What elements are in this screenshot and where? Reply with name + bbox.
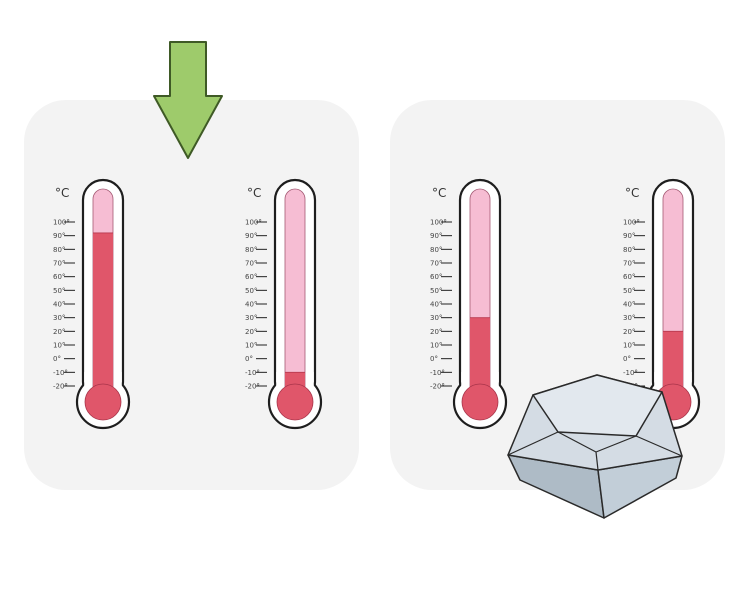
tick-label: 20° — [245, 328, 257, 336]
tick-label: 40° — [430, 301, 442, 309]
tick-label: 20° — [623, 328, 635, 336]
tick-label: 10° — [430, 342, 442, 350]
tick-label: 20° — [53, 328, 65, 336]
tick-label: 0° — [430, 355, 438, 363]
tick-label: 10° — [53, 342, 65, 350]
tick-label: 20° — [430, 328, 442, 336]
tick-label: 30° — [245, 314, 257, 322]
tick-label: 0° — [245, 355, 253, 363]
tick-label: 30° — [53, 314, 65, 322]
unit-label: °C — [625, 186, 639, 200]
tick-label: 50° — [53, 287, 65, 295]
tick-label: 80° — [245, 246, 257, 254]
tick-label: 0° — [623, 355, 631, 363]
tick-label: 90° — [430, 232, 442, 240]
thermometer-liquid — [93, 233, 113, 402]
unit-label: °C — [247, 186, 261, 200]
thermometer-bulb — [85, 384, 121, 420]
tick-label: 50° — [623, 287, 635, 295]
tick-label: 80° — [430, 246, 442, 254]
tick-label: 30° — [430, 314, 442, 322]
tick-label: 90° — [53, 232, 65, 240]
tick-label: 40° — [245, 301, 257, 309]
tick-label: 40° — [53, 301, 65, 309]
tick-label: 0° — [53, 355, 61, 363]
tick-label: 60° — [245, 273, 257, 281]
tick-label: 30° — [623, 314, 635, 322]
unit-label: °C — [55, 186, 69, 200]
thermometer-bulb — [277, 384, 313, 420]
thermometer-bulb — [462, 384, 498, 420]
tick-label: 10° — [245, 342, 257, 350]
tick-label: 50° — [430, 287, 442, 295]
tick-label: 70° — [623, 260, 635, 268]
tick-label: 60° — [53, 273, 65, 281]
thermometer-tube — [285, 189, 305, 402]
tick-label: 70° — [53, 260, 65, 268]
tick-label: 40° — [623, 301, 635, 309]
tick-label: 60° — [623, 273, 635, 281]
tick-label: 10° — [623, 342, 635, 350]
tick-label: 50° — [245, 287, 257, 295]
tick-label: 70° — [430, 260, 442, 268]
keyboard-key-icon — [508, 375, 682, 518]
tick-label: 90° — [623, 232, 635, 240]
unit-label: °C — [432, 186, 446, 200]
tick-label: 60° — [430, 273, 442, 281]
tick-label: 70° — [245, 260, 257, 268]
tick-label: 80° — [623, 246, 635, 254]
tick-label: 90° — [245, 232, 257, 240]
tick-label: 80° — [53, 246, 65, 254]
